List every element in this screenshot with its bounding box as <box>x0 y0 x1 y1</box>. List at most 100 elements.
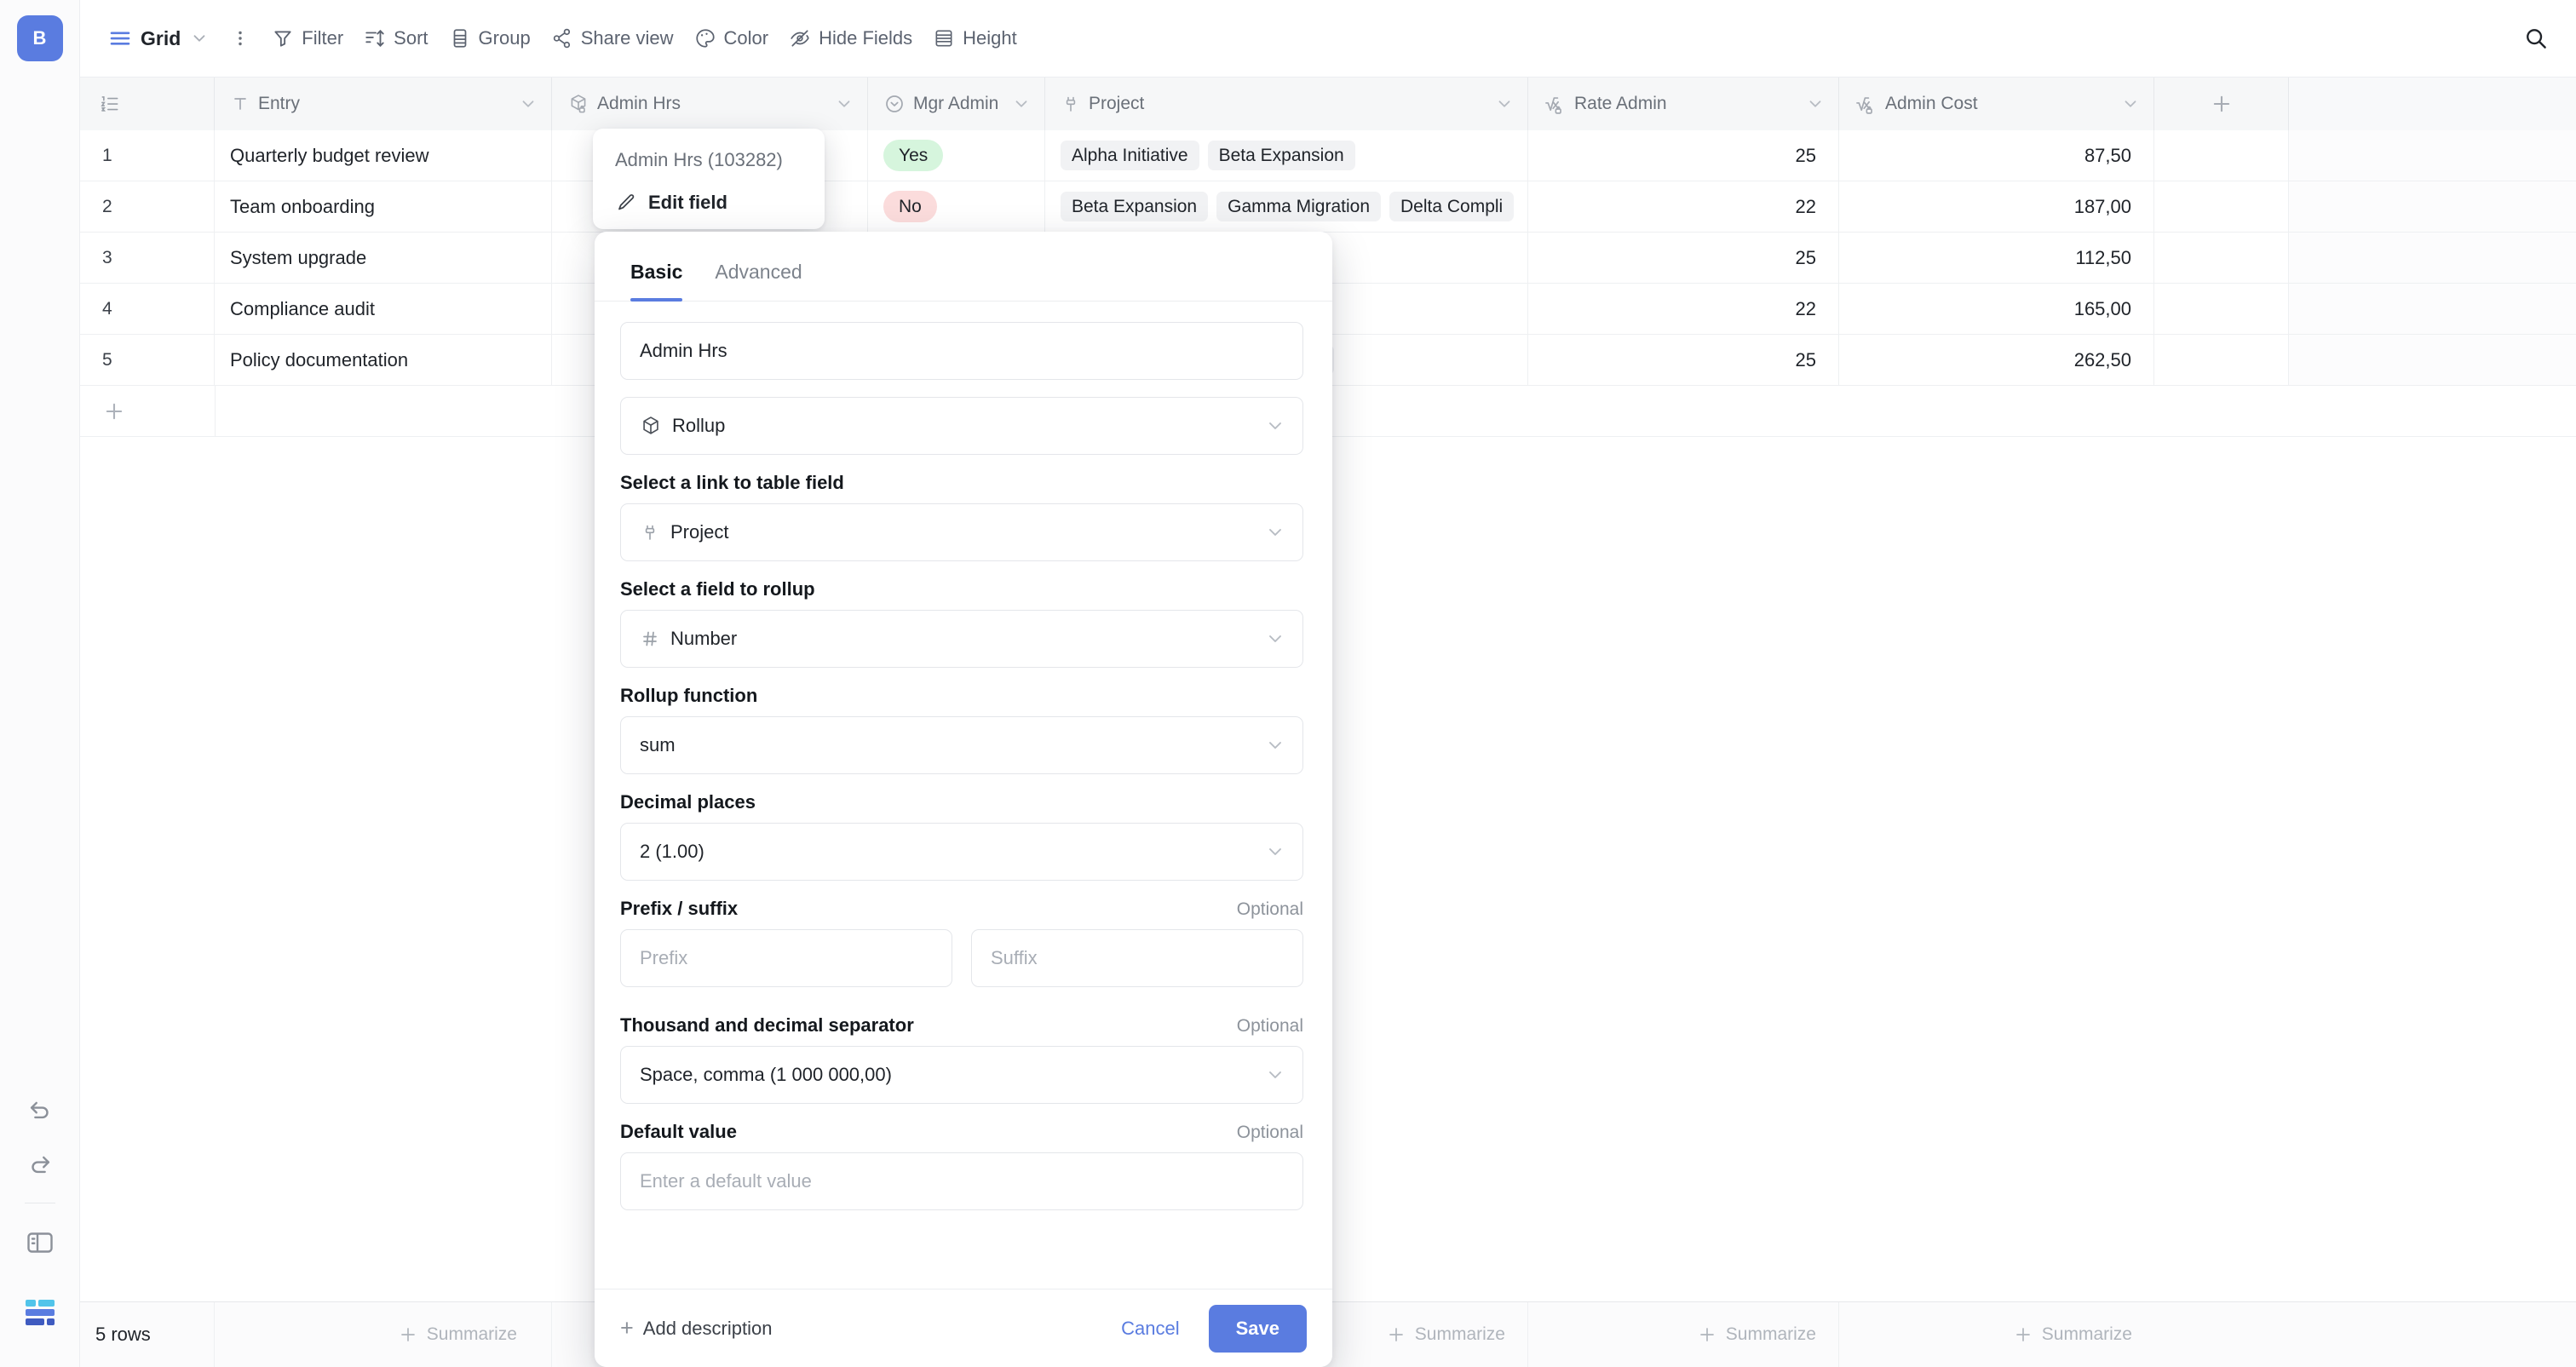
cell-entry[interactable]: System upgrade <box>215 233 552 283</box>
workspace-avatar[interactable]: B <box>16 15 63 61</box>
add-description-label: Add description <box>642 1317 773 1339</box>
chevron-down-icon <box>1265 522 1285 543</box>
cancel-button[interactable]: Cancel <box>1106 1307 1194 1350</box>
default-value-optional: Optional <box>1236 1123 1303 1142</box>
summarize-admin-cost[interactable]: Summarize <box>1839 1302 2154 1367</box>
chevron-down-icon[interactable] <box>519 95 538 113</box>
link-section-label: Select a link to table field <box>620 472 844 493</box>
prefix-input[interactable]: Prefix <box>620 929 952 987</box>
cell-entry[interactable]: Team onboarding <box>215 181 552 232</box>
column-header-admin-hrs[interactable]: Admin Hrs <box>552 78 868 130</box>
cell-admin-cost[interactable]: 262,50 <box>1839 335 2154 385</box>
column-header-admin-cost[interactable]: Admin Cost <box>1839 78 2154 130</box>
default-value-label-row: Default value Optional <box>620 1121 1303 1143</box>
row-number: 2 <box>80 181 215 232</box>
chevron-down-icon[interactable] <box>2121 95 2140 113</box>
top-toolbar: Grid Filter Sort Group <box>80 0 2576 78</box>
redo-icon[interactable] <box>16 1140 64 1187</box>
column-header-entry[interactable]: Entry <box>215 78 552 130</box>
toolbar-color-button[interactable]: Color <box>684 17 779 60</box>
default-value-placeholder: Enter a default value <box>640 1170 812 1192</box>
cell-entry[interactable]: Compliance audit <box>215 284 552 334</box>
row-number: 3 <box>80 233 215 283</box>
toolbar-height-button[interactable]: Height <box>923 17 1027 60</box>
view-switcher[interactable]: Grid <box>97 17 219 60</box>
cell-project[interactable]: Alpha Initiative Beta Expansion <box>1045 130 1528 181</box>
tab-basic[interactable]: Basic <box>618 261 694 302</box>
cell-rate-admin[interactable]: 25 <box>1528 335 1839 385</box>
prefix-suffix-optional: Optional <box>1236 899 1303 919</box>
field-name-input[interactable]: Admin Hrs <box>620 322 1303 380</box>
cell-admin-hrs[interactable] <box>552 130 868 181</box>
add-column-button[interactable] <box>2154 78 2289 130</box>
add-description-button[interactable]: + Add description <box>620 1317 772 1340</box>
row-count-cell: 5 rows <box>80 1301 215 1367</box>
tab-advanced[interactable]: Advanced <box>715 261 802 283</box>
undo-icon[interactable] <box>16 1085 64 1133</box>
chevron-down-icon[interactable] <box>1806 95 1825 113</box>
suffix-input[interactable]: Suffix <box>971 929 1303 987</box>
rollup-field-select[interactable]: Number <box>620 610 1303 668</box>
search-icon <box>2523 26 2549 51</box>
toolbar-filter-button[interactable]: Filter <box>262 17 354 60</box>
cell-admin-cost[interactable]: 165,00 <box>1839 284 2154 334</box>
cell-admin-cost[interactable]: 112,50 <box>1839 233 2154 283</box>
link-field-select[interactable]: Project <box>620 503 1303 561</box>
table-row[interactable]: 1 Quarterly budget review Yes Alpha Init… <box>80 130 2576 181</box>
rollup-function-select[interactable]: sum <box>620 716 1303 774</box>
cell-rate-admin[interactable]: 22 <box>1528 284 1839 334</box>
chevron-down-icon[interactable] <box>835 95 854 113</box>
column-header-rate-admin[interactable]: Rate Admin <box>1528 78 1839 130</box>
decimal-places-value: 2 (1.00) <box>640 841 704 862</box>
summarize-entry[interactable]: Summarize <box>215 1301 552 1367</box>
default-value-label: Default value <box>620 1121 737 1142</box>
edit-field-menu-item[interactable]: Edit field <box>593 185 825 221</box>
toolbar-share-view-button[interactable]: Share view <box>541 17 684 60</box>
column-header-mgr-admin[interactable]: Mgr Admin <box>868 78 1045 130</box>
sidebar-toggle-icon[interactable] <box>16 1219 64 1266</box>
toolbar-group-button[interactable]: Group <box>439 17 541 60</box>
cell-entry[interactable]: Policy documentation <box>215 335 552 385</box>
search-button[interactable] <box>2513 17 2554 60</box>
cell-rate-admin[interactable]: 25 <box>1528 233 1839 283</box>
separator-select[interactable]: Space, comma (1 000 000,00) <box>620 1046 1303 1104</box>
cell-mgr-admin[interactable]: Yes <box>868 130 1045 181</box>
field-type-select[interactable]: Rollup <box>620 397 1303 455</box>
toolbar-height-label: Height <box>963 27 1017 49</box>
base-grid-icon[interactable] <box>16 1289 64 1336</box>
cell-spacer <box>2154 233 2289 283</box>
chevron-down-icon[interactable] <box>1495 95 1514 113</box>
column-header-project[interactable]: Project <box>1045 78 1528 130</box>
link-field-value: Project <box>670 521 729 543</box>
default-value-input[interactable]: Enter a default value <box>620 1152 1303 1210</box>
column-header-rownum[interactable] <box>80 78 215 130</box>
column-header-admin-cost-label: Admin Cost <box>1885 94 1978 113</box>
status-badge: No <box>883 191 937 222</box>
table-row[interactable]: 2 Team onboarding No Beta Expansion Gamm… <box>80 181 2576 233</box>
save-button[interactable]: Save <box>1208 1304 1307 1353</box>
cell-rate-admin[interactable]: 25 <box>1528 130 1839 181</box>
cell-entry[interactable]: Quarterly budget review <box>215 130 552 181</box>
dialog-body: Admin Hrs Rollup Select a link to table … <box>595 302 1332 1367</box>
toolbar-hide-fields-button[interactable]: Hide Fields <box>779 17 923 60</box>
view-more-button[interactable] <box>219 17 262 60</box>
cell-admin-hrs[interactable] <box>552 181 868 232</box>
decimal-places-label: Decimal places <box>620 791 756 813</box>
field-type-value: Rollup <box>672 415 726 436</box>
cell-admin-cost[interactable]: 187,00 <box>1839 181 2154 232</box>
toolbar-sort-label: Sort <box>394 27 428 49</box>
summarize-rate-admin[interactable]: Summarize <box>1528 1301 1839 1367</box>
chevron-down-icon[interactable] <box>1012 95 1031 113</box>
toolbar-sort-button[interactable]: Sort <box>354 17 438 60</box>
field-menu-title: Admin Hrs (103282) <box>615 149 783 170</box>
cell-rate-admin[interactable]: 22 <box>1528 181 1839 232</box>
link-icon <box>1061 94 1081 114</box>
select-icon <box>883 93 906 115</box>
filter-icon <box>272 27 294 49</box>
cell-project[interactable]: Beta Expansion Gamma Migration Delta Com… <box>1045 181 1528 232</box>
cell-mgr-admin[interactable]: No <box>868 181 1045 232</box>
link-tag: Beta Expansion <box>1061 192 1209 221</box>
decimal-places-select[interactable]: 2 (1.00) <box>620 823 1303 881</box>
cell-admin-cost[interactable]: 87,50 <box>1839 130 2154 181</box>
summarize-project[interactable]: Summarize <box>1045 1301 1528 1367</box>
